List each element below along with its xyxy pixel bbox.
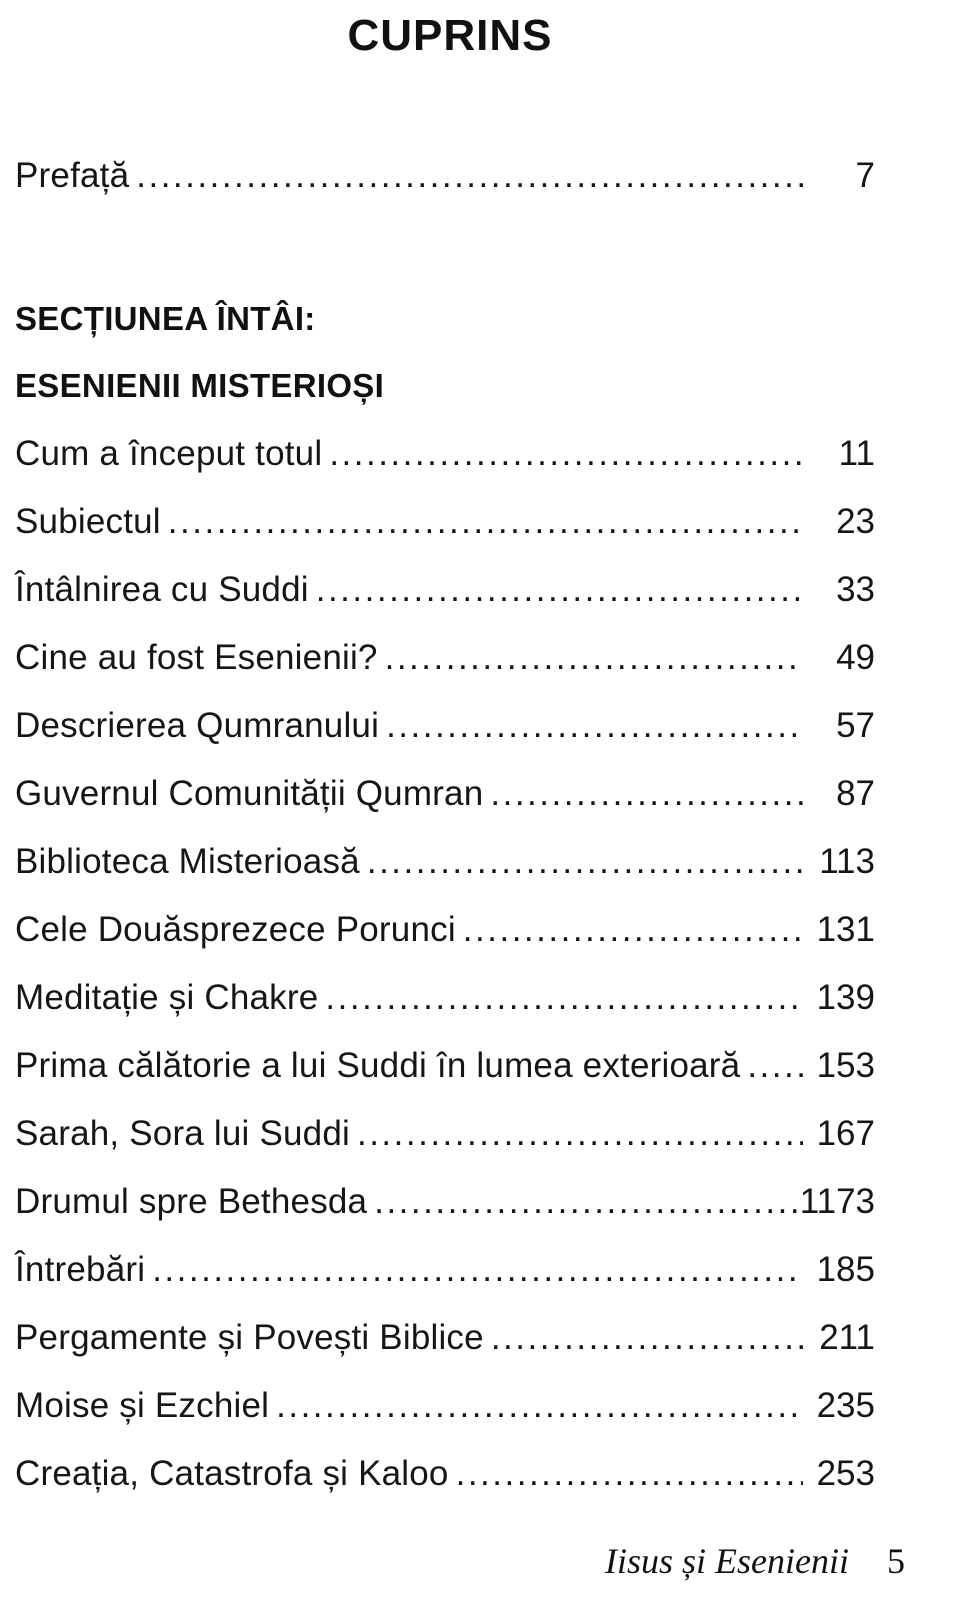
dot-leader [168,498,803,546]
toc-entry-label: Creația, Catastrofa și Kaloo [15,1454,449,1493]
section-heading-line1: SECȚIUNEA ÎNTÂI: [15,300,316,337]
toc-entry: Meditație și Chakre 139 [15,974,875,1022]
footer-page-number: 5 [887,1541,905,1581]
footer-book-title: Iisus și Esenienii [605,1541,849,1581]
dot-leader [463,906,803,954]
toc-entry-page: 23 [836,502,875,541]
dot-leader [491,1314,803,1362]
section-heading-line2: ESENIENII MISTERIOȘI [15,367,385,404]
page-footer: Iisus și Esenienii 5 [605,1540,905,1582]
dot-leader [385,634,803,682]
toc-entry-page: 211 [819,1318,875,1357]
toc-entry: Cine au fost Esenienii? 49 [15,634,875,682]
toc-entry-page: 57 [836,706,875,745]
toc-entry-page: 235 [816,1386,875,1425]
toc-entry-page: 167 [816,1114,875,1153]
dot-leader [374,1178,800,1226]
toc-entry-label: Moise și Ezchiel [15,1386,270,1425]
dot-leader [329,430,803,478]
toc-entry-label: Cine au fost Esenienii? [15,638,378,677]
toc-entry-page: 11 [838,434,875,473]
toc-entry: Creația, Catastrofa și Kaloo 253 [15,1450,875,1498]
toc-entry-label: Întrebări [15,1250,146,1289]
toc-entry-page: 33 [836,570,875,609]
toc-entry-page: 113 [819,842,875,881]
toc-entry-page: 87 [836,774,875,813]
toc-entry-list: Cum a început totul 11 Subiectul 23 Întâ… [15,430,875,1498]
toc-entry-page: 139 [816,978,875,1017]
toc-entry: Prima călătorie a lui Suddi în lumea ext… [15,1042,875,1090]
dot-leader [276,1382,803,1430]
toc-entry-label: Prima călătorie a lui Suddi în lumea ext… [15,1046,741,1085]
toc-entry-label: Meditație și Chakre [15,978,319,1017]
dot-leader [747,1042,803,1090]
toc-entry: Întrebări 185 [15,1246,875,1294]
toc-entry: Pergamente și Povești Biblice 211 [15,1314,875,1362]
toc-entry-preface: Prefață 7 [15,152,875,200]
toc-entry: Moise și Ezchiel 235 [15,1382,875,1430]
toc-entry-page: 49 [836,638,875,677]
toc-entry: Guvernul Comunității Qumran 87 [15,770,875,818]
dot-leader [325,974,803,1022]
toc-entry-label: Sarah, Sora lui Suddi [15,1114,350,1153]
toc-entry-label: Descrierea Qumranului [15,706,380,745]
dot-leader [367,838,803,886]
toc-entry-page: 185 [816,1250,875,1289]
dot-leader [152,1246,803,1294]
toc-entry: Drumul spre Bethesda 1173 [15,1178,875,1226]
toc-entry-label: Pergamente și Povești Biblice [15,1318,484,1357]
toc-entry-label: Drumul spre Bethesda [15,1182,368,1221]
toc-entry: Cele Douăsprezece Porunci 131 [15,906,875,954]
toc-entry-label: Întâlnirea cu Suddi [15,570,309,609]
dot-leader [316,566,803,614]
toc-entry: Descrierea Qumranului 57 [15,702,875,750]
toc-entry-page: 253 [816,1454,875,1493]
toc-entry-page: 131 [816,910,875,949]
toc-entry-label: Cele Douăsprezece Porunci [15,910,456,949]
dot-leader [490,770,803,818]
dot-leader [456,1450,803,1498]
toc-entry-label: Prefață [15,156,130,195]
toc-entry: Biblioteca Misterioasă 113 [15,838,875,886]
toc-entry-page: 1173 [799,1182,875,1221]
toc-entry-page: 7 [855,156,875,195]
toc-entry: Întâlnirea cu Suddi 33 [15,566,875,614]
toc-entry: Sarah, Sora lui Suddi 167 [15,1110,875,1158]
toc-entry: Subiectul 23 [15,498,875,546]
toc-entry-label: Subiectul [15,502,161,541]
toc-entry-label: Biblioteca Misterioasă [15,842,360,881]
toc-entry-label: Guvernul Comunității Qumran [15,774,484,813]
dot-leader [386,702,803,750]
dot-leader [357,1110,803,1158]
page-title: CUPRINS [347,11,553,60]
toc-entry: Cum a început totul 11 [15,430,875,478]
dot-leader [136,152,803,200]
toc-entry-label: Cum a început totul [15,434,323,473]
toc-entry-page: 153 [816,1046,875,1085]
